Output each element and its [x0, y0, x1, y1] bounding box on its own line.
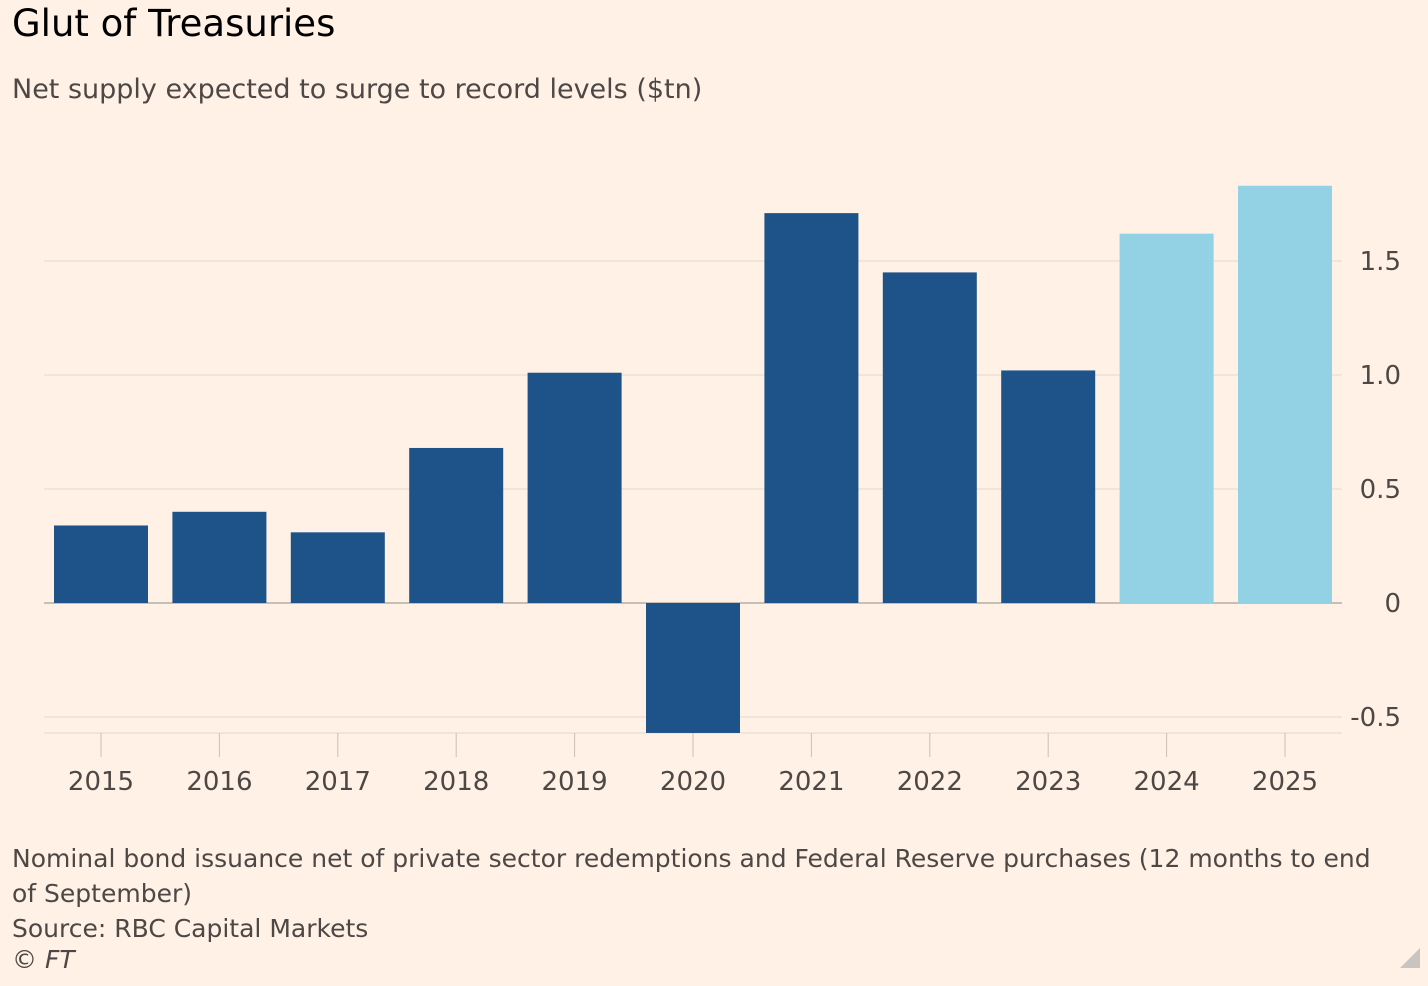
- x-tick-label: 2016: [186, 767, 252, 797]
- x-tick-label: 2018: [423, 767, 489, 797]
- y-tick-label: 0.5: [1360, 475, 1401, 505]
- x-tick-label: 2023: [1015, 767, 1081, 797]
- bar-2025: [1238, 185, 1332, 603]
- bar-2023: [1001, 370, 1096, 603]
- resize-grip-icon[interactable]: [1400, 948, 1420, 968]
- bar-2022: [882, 272, 977, 603]
- chart-subtitle: Net supply expected to surge to record l…: [12, 74, 703, 105]
- x-tick-label: 2017: [305, 767, 371, 797]
- bar-chart: -0.5 0 0.5 1.0 1.5 2015 2016 2017 2018 2019 2020 20…: [44, 185, 1401, 797]
- source-note: Source: RBC Capital Markets: [12, 914, 369, 943]
- copyright-note: © FT: [12, 945, 75, 974]
- chart-footer: Nominal bond issuance net of private sec…: [12, 841, 1402, 946]
- x-tick-label: 2025: [1252, 767, 1318, 797]
- bar-2021: [764, 213, 859, 603]
- bar-2015: [54, 525, 148, 603]
- x-tick-label: 2024: [1134, 767, 1200, 797]
- y-tick-label: 1.5: [1360, 247, 1401, 277]
- bar-2018: [409, 447, 504, 603]
- bar-2016: [172, 511, 267, 603]
- bar-2019: [527, 372, 622, 603]
- bar-2017: [290, 532, 385, 603]
- y-tick-label: 0: [1384, 589, 1401, 619]
- x-tick-label: 2019: [542, 767, 608, 797]
- x-tick-label: 2015: [68, 767, 134, 797]
- y-tick-label: -0.5: [1350, 703, 1401, 733]
- y-tick-label: 1.0: [1360, 361, 1401, 391]
- x-tick-label: 2021: [778, 767, 844, 797]
- x-tick-label: 2022: [897, 767, 963, 797]
- footnote: Nominal bond issuance net of private sec…: [12, 844, 1371, 908]
- bar-2020: [646, 603, 740, 733]
- x-tick-label: 2020: [660, 767, 726, 797]
- bar-2024: [1119, 233, 1214, 603]
- chart-title: Glut of Treasuries: [12, 2, 336, 45]
